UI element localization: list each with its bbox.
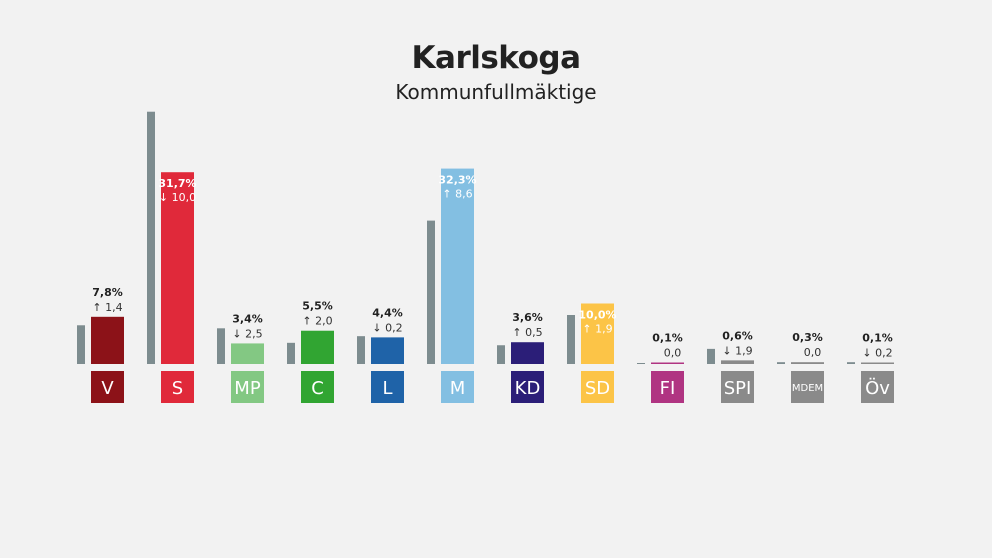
current-bar-S [161, 172, 194, 364]
previous-bar-MDEM [777, 362, 785, 364]
change-label-Öv: ↓ 0,2 [862, 347, 892, 360]
value-label-SPI: 0,6% [722, 329, 753, 342]
change-label-MDEM: 0,0 [804, 346, 822, 359]
current-bar-MP [231, 343, 264, 364]
chart-title: Karlskoga [411, 40, 582, 76]
value-label-V: 7,8% [92, 286, 123, 299]
current-bar-M [441, 168, 474, 364]
previous-bar-C [287, 342, 295, 364]
party-box-SD [581, 371, 614, 403]
change-label-S: ↓ 10,0 [159, 191, 196, 204]
party-box-M [441, 371, 474, 403]
previous-bar-Öv [847, 362, 855, 364]
party-box-KD [511, 371, 544, 403]
party-label-MDEM: MDEM [792, 383, 823, 394]
chart-subtitle: Kommunfullmäktige [395, 80, 597, 104]
party-box-MDEM [791, 371, 824, 403]
change-label-V: ↑ 1,4 [92, 301, 122, 314]
current-bar-L [371, 337, 404, 364]
party-box-Öv [861, 371, 894, 403]
current-bar-SPI [721, 360, 754, 364]
party-label-V: V [101, 378, 114, 399]
current-bar-MDEM [791, 362, 824, 364]
value-label-SD: 10,0% [578, 309, 616, 322]
change-label-M: ↑ 8,6 [442, 188, 472, 201]
previous-bar-FI [637, 363, 645, 364]
value-label-KD: 3,6% [512, 311, 543, 324]
party-label-C: C [311, 378, 324, 399]
party-box-FI [651, 371, 684, 403]
party-label-SPI: SPI [724, 378, 752, 399]
previous-bar-SD [567, 314, 575, 364]
previous-bar-V [77, 325, 85, 364]
current-bar-V [91, 316, 124, 364]
party-label-SD: SD [585, 378, 610, 399]
value-label-C: 5,5% [302, 300, 333, 313]
party-box-S [161, 371, 194, 403]
change-label-KD: ↑ 0,5 [512, 326, 542, 339]
value-label-S: 31,7% [158, 177, 196, 190]
previous-bar-S [147, 111, 155, 364]
previous-bar-L [357, 336, 365, 364]
change-label-SD: ↑ 1,9 [582, 323, 612, 336]
change-label-MP: ↓ 2,5 [232, 327, 262, 340]
change-label-FI: 0,0 [664, 347, 682, 360]
current-bar-KD [511, 342, 544, 364]
party-box-L [371, 371, 404, 403]
value-label-MDEM: 0,3% [792, 331, 823, 344]
party-label-L: L [382, 378, 392, 399]
previous-bar-SPI [707, 348, 715, 364]
party-label-KD: KD [515, 378, 541, 399]
previous-bar-MP [217, 328, 225, 364]
current-bar-Öv [861, 362, 894, 364]
current-bar-C [301, 330, 334, 364]
value-label-FI: 0,1% [652, 332, 683, 345]
party-label-M: M [450, 378, 466, 399]
party-box-V [91, 371, 124, 403]
party-label-Öv: Öv [865, 377, 890, 399]
current-bar-FI [651, 362, 684, 364]
change-label-L: ↓ 0,2 [372, 321, 402, 334]
current-bar-SD [581, 303, 614, 364]
change-label-SPI: ↓ 1,9 [722, 344, 752, 357]
change-label-C: ↑ 2,0 [302, 315, 332, 328]
party-box-SPI [721, 371, 754, 403]
party-label-S: S [172, 378, 183, 399]
value-label-Öv: 0,1% [862, 332, 893, 345]
previous-bar-M [427, 220, 435, 364]
party-label-MP: MP [234, 378, 261, 399]
party-label-FI: FI [660, 378, 676, 399]
previous-bar-KD [497, 345, 505, 364]
value-label-M: 32,3% [438, 174, 476, 187]
value-label-L: 4,4% [372, 306, 403, 319]
value-label-MP: 3,4% [232, 312, 263, 325]
party-box-C [301, 371, 334, 403]
party-box-MP [231, 371, 264, 403]
